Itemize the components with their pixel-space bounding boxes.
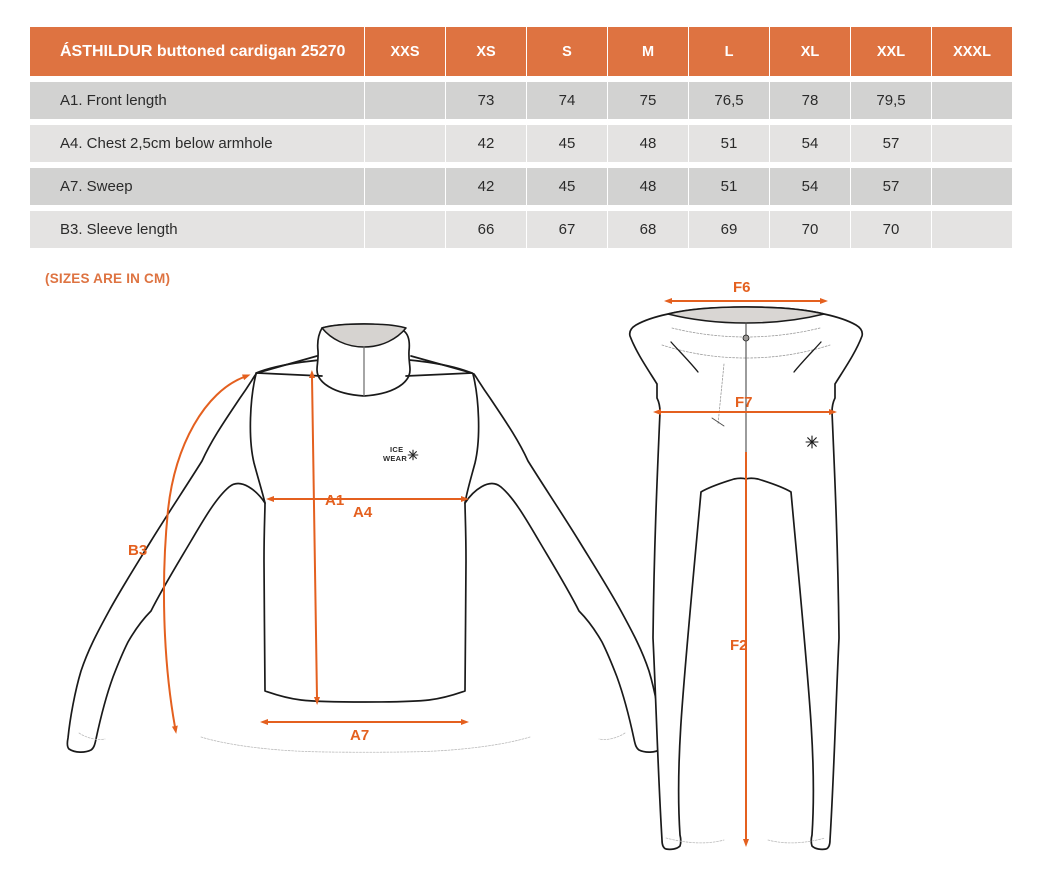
svg-text:F2: F2	[730, 637, 748, 654]
svg-text:B3: B3	[128, 542, 147, 559]
svg-text:A7: A7	[350, 727, 369, 744]
svg-text:WEAR: WEAR	[383, 454, 407, 463]
svg-text:A4: A4	[353, 504, 373, 521]
svg-text:F7: F7	[735, 394, 753, 411]
svg-text:ICE: ICE	[390, 445, 403, 454]
svg-text:F6: F6	[733, 280, 751, 296]
svg-text:A1: A1	[325, 492, 344, 509]
